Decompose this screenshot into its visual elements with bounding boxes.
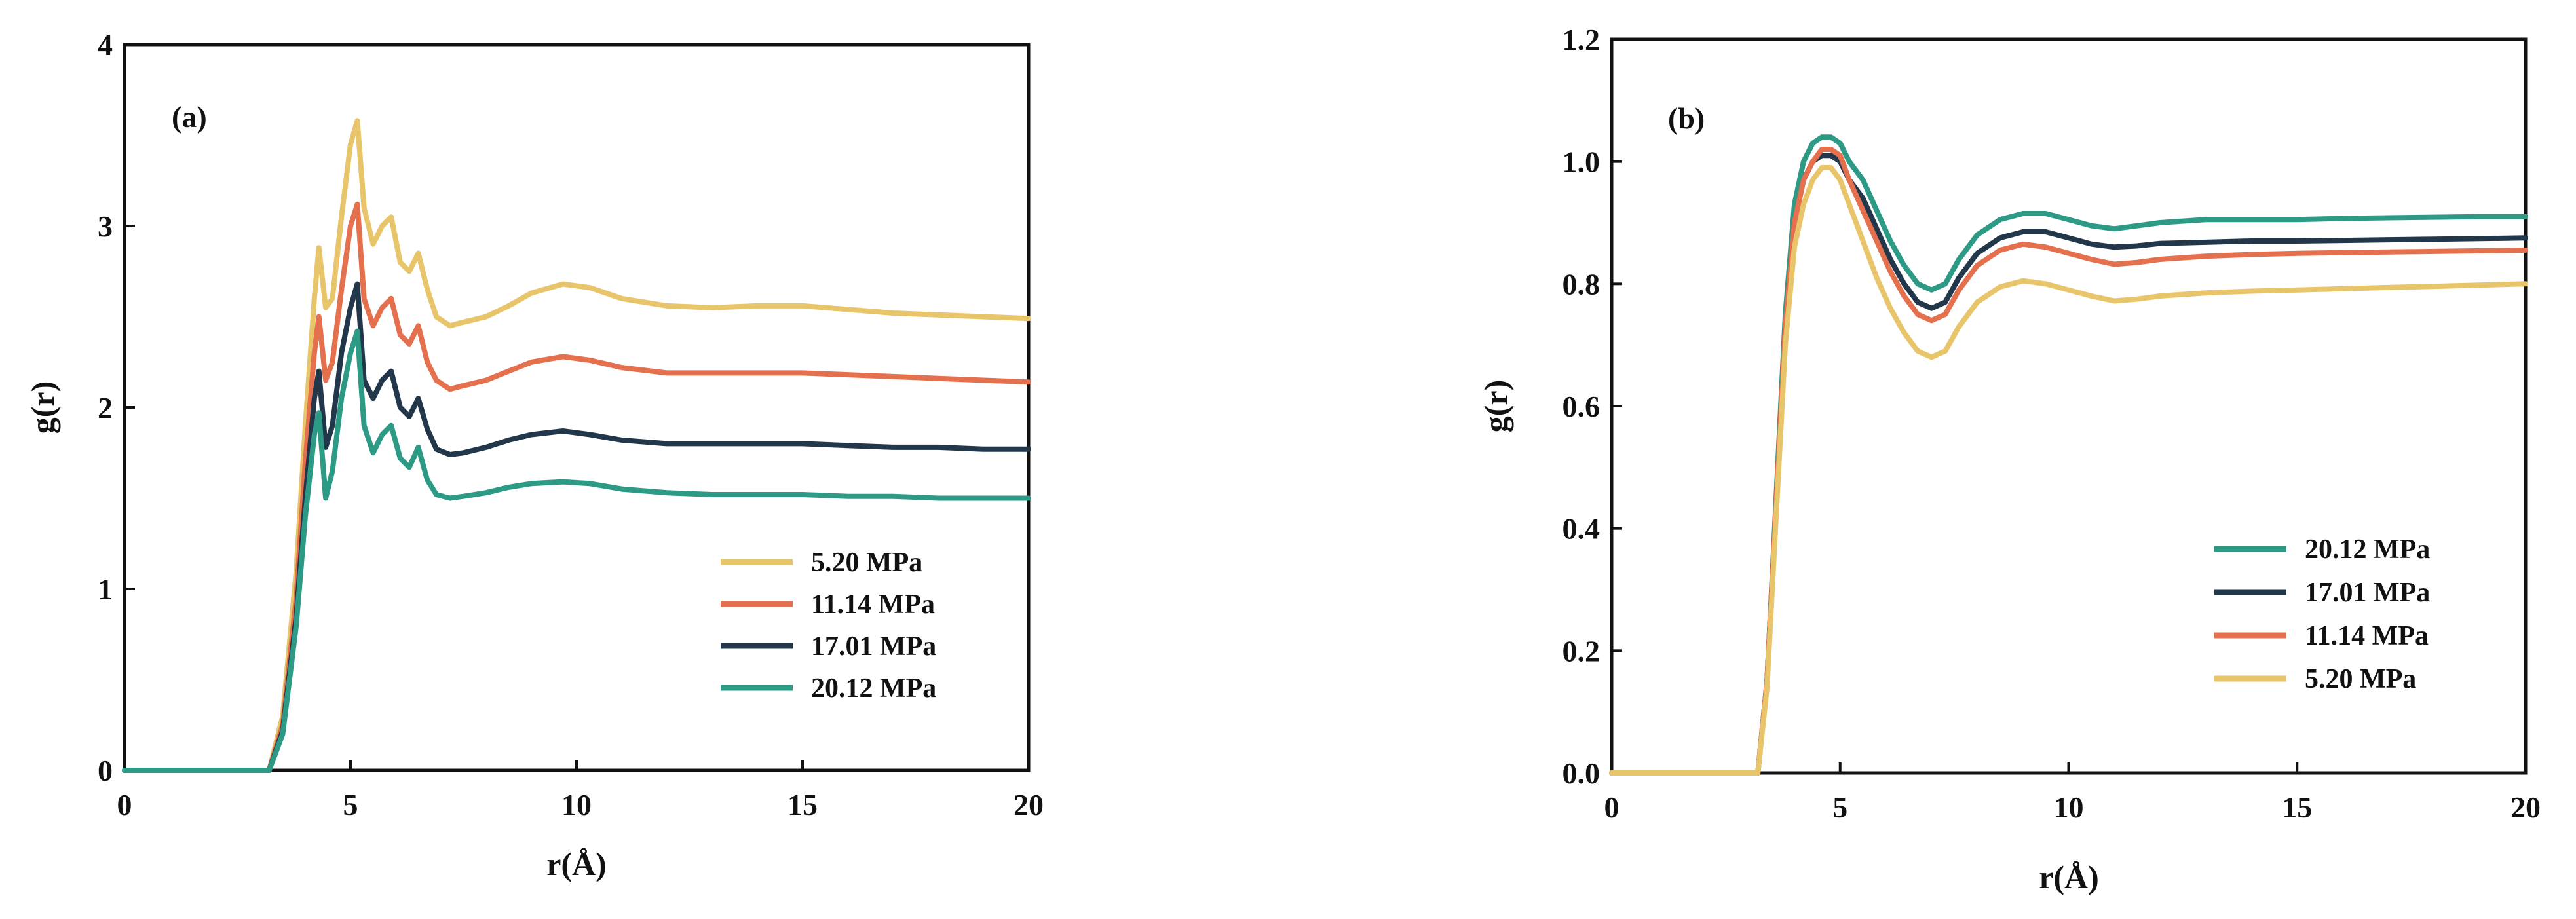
- legend-label-b-3: 5.20 MPa: [2305, 664, 2416, 694]
- legend-b: 20.12 MPa 17.01 MPa 11.14 MPa 5.20 MPa: [2214, 535, 2430, 694]
- chart-panel-a: 0 5 10 15 20 0 1 2 3 4 (a) r(Å) g(r) 5.20 MPa 11.1…: [24, 28, 1044, 882]
- series-line-a-3: [122, 328, 1031, 773]
- ticks-group-b: 0 5 10 15 20 0.0 0.2 0.4 0.6 0.8 1.0 1.2: [1563, 23, 2541, 824]
- legend-label-b-1: 17.01 MPa: [2305, 578, 2430, 608]
- y-tick-label-b-3: 0.6: [1563, 390, 1601, 423]
- x-tick-label-a-2: 10: [561, 788, 592, 821]
- y-tick-label-a-4: 4: [98, 28, 113, 62]
- x-tick-label-b-4: 20: [2510, 791, 2541, 824]
- series-line-b-0: [1609, 134, 2528, 776]
- x-axis-label-a: r(Å): [546, 846, 607, 882]
- x-tick-label-a-4: 20: [1013, 788, 1044, 821]
- y-tick-label-b-2: 0.4: [1563, 512, 1601, 546]
- x-tick-label-a-0: 0: [117, 788, 132, 821]
- plot-frame-b: [1610, 37, 2528, 775]
- legend-a: 5.20 MPa 11.14 MPa 17.01 MPa 20.12 MPa: [721, 548, 936, 703]
- y-tick-label-a-3: 3: [98, 210, 113, 243]
- x-tick-label-b-0: 0: [1604, 791, 1619, 824]
- y-tick-label-a-2: 2: [98, 391, 113, 424]
- x-tick-label-b-3: 15: [2282, 791, 2312, 824]
- series-line-a-1: [122, 201, 1031, 773]
- ticks-group-a: 0 5 10 15 20 0 1 2 3 4: [98, 28, 1044, 821]
- y-tick-label-b-1: 0.2: [1563, 634, 1601, 667]
- y-axis-label-a: g(r): [24, 381, 61, 434]
- series-line-b-3: [1609, 165, 2528, 776]
- y-tick-label-b-5: 1.0: [1563, 145, 1601, 179]
- legend-label-b-2: 11.14 MPa: [2305, 621, 2429, 651]
- x-tick-label-b-2: 10: [2054, 791, 2084, 824]
- x-tick-label-a-1: 5: [343, 788, 358, 821]
- y-tick-label-a-1: 1: [98, 572, 113, 606]
- series-line-b-2: [1609, 147, 2528, 776]
- series-line-a-2: [122, 281, 1031, 773]
- x-axis-label-b: r(Å): [2039, 859, 2099, 895]
- series-group-b: [1609, 134, 2528, 776]
- x-tick-label-a-3: 15: [787, 788, 818, 821]
- series-group-a: [122, 118, 1031, 773]
- series-line-a-0: [122, 118, 1031, 773]
- y-tick-label-b-6: 1.2: [1563, 23, 1601, 56]
- legend-label-a-0: 5.20 MPa: [811, 548, 922, 578]
- panel-label-a: (a): [172, 100, 207, 134]
- y-axis-label-b: g(r): [1477, 380, 1514, 433]
- y-tick-label-b-0: 0.0: [1563, 757, 1601, 790]
- x-tick-label-b-1: 5: [1832, 791, 1847, 824]
- chart-panel-b: 0 5 10 15 20 0.0 0.2 0.4 0.6 0.8 1.0 1.2 (b) r(Å) g…: [1477, 23, 2541, 895]
- legend-label-b-0: 20.12 MPa: [2305, 535, 2430, 565]
- legend-label-a-3: 20.12 MPa: [811, 673, 936, 703]
- panel-label-b: (b): [1668, 102, 1705, 135]
- legend-label-a-2: 17.01 MPa: [811, 631, 936, 662]
- legend-label-a-1: 11.14 MPa: [811, 590, 935, 620]
- y-tick-label-b-4: 0.8: [1563, 267, 1601, 301]
- y-tick-label-a-0: 0: [98, 754, 113, 787]
